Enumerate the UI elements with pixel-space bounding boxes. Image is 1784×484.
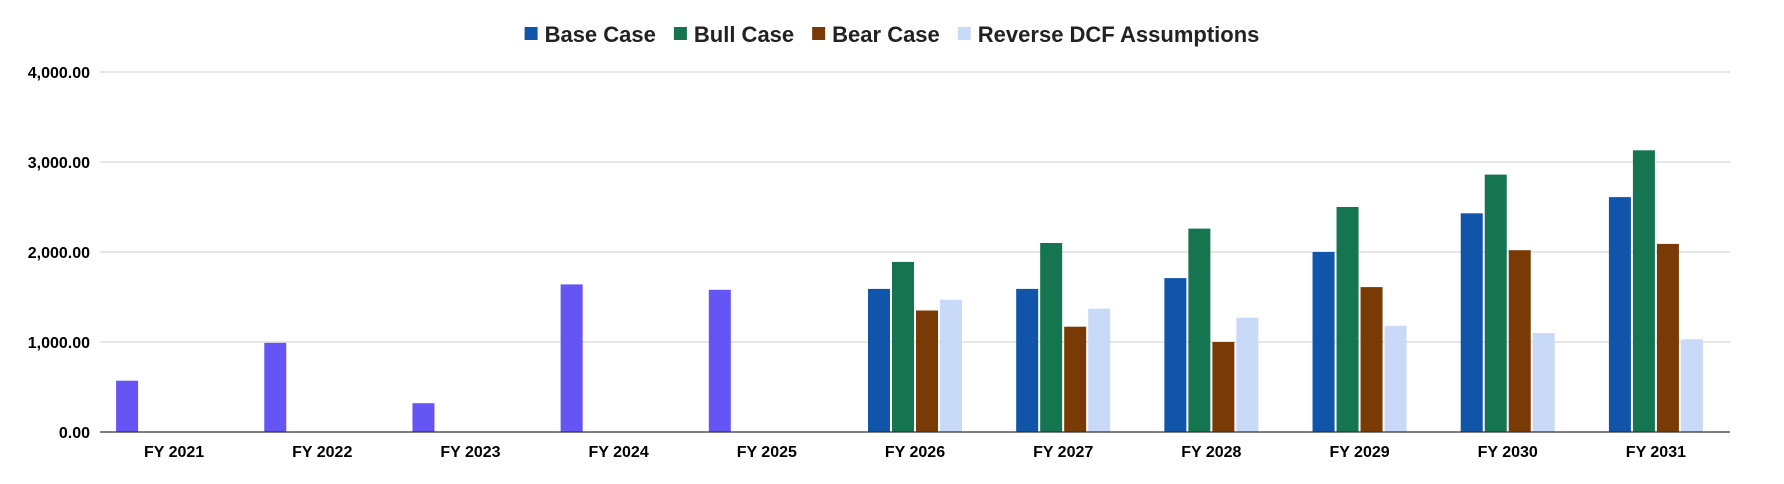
legend-swatch (957, 27, 971, 40)
y-tick-label: 2,000.00 (28, 245, 90, 262)
x-tick-label: FY 2027 (1033, 444, 1093, 461)
y-axis-tick-labels: 0.00 1,000.00 2,000.00 3,000.00 4,000.00 (28, 65, 90, 442)
bar-historical-fy-2023 (412, 403, 435, 432)
bar-reverse-dcf-assumptions-fy-2027 (1088, 308, 1111, 432)
grid-lines (100, 71, 1730, 343)
y-tick-label: 3,000.00 (28, 155, 90, 172)
bar-historical-fy-2021 (116, 380, 139, 432)
bar-base-case-fy-2029 (1312, 252, 1335, 432)
y-tick-label: 1,000.00 (28, 335, 90, 352)
bars (116, 150, 1703, 433)
legend-swatch (673, 27, 687, 40)
bar-bear-case-fy-2031 (1656, 243, 1679, 432)
bar-bear-case-fy-2029 (1360, 287, 1383, 432)
legend-swatch (524, 27, 538, 40)
bar-bear-case-fy-2030 (1508, 250, 1531, 432)
x-tick-label: FY 2023 (440, 444, 500, 461)
legend-item-reverse-dcf-assumptions: Reverse DCF Assumptions (957, 22, 1260, 47)
x-tick-label: FY 2021 (144, 444, 204, 461)
x-tick-label: FY 2028 (1181, 444, 1241, 461)
legend-item-bear-case: Bear Case (812, 22, 940, 47)
x-tick-label: FY 2026 (885, 444, 945, 461)
x-tick-label: FY 2025 (737, 444, 797, 461)
x-tick-label: FY 2029 (1329, 444, 1389, 461)
bar-historical-fy-2024 (560, 284, 583, 432)
x-tick-label: FY 2031 (1626, 444, 1686, 461)
bar-base-case-fy-2030 (1460, 213, 1483, 432)
bar-reverse-dcf-assumptions-fy-2029 (1384, 325, 1407, 432)
bar-bull-case-fy-2027 (1040, 243, 1063, 432)
y-tick-label: 0.00 (59, 425, 90, 442)
x-tick-label: FY 2024 (589, 444, 649, 461)
bar-historical-fy-2025 (708, 289, 731, 432)
legend-item-base-case: Base Case (524, 22, 656, 47)
bar-base-case-fy-2026 (868, 288, 890, 432)
legend-label: Bull Case (694, 22, 794, 47)
bar-historical-fy-2022 (264, 342, 287, 432)
bar-base-case-fy-2027 (1016, 288, 1039, 432)
legend-item-bull-case: Bull Case (673, 22, 794, 47)
bar-bull-case-fy-2029 (1336, 207, 1359, 432)
bar-bull-case-fy-2031 (1632, 150, 1655, 433)
legend: Base Case Bull Case Bear Case Reverse DCF A… (524, 22, 1260, 47)
bar-bull-case-fy-2028 (1188, 228, 1211, 432)
legend-swatch (812, 27, 826, 40)
legend-label: Bear Case (832, 22, 940, 47)
bar-reverse-dcf-assumptions-fy-2028 (1236, 317, 1259, 432)
bar-base-case-fy-2028 (1164, 278, 1187, 432)
y-tick-label: 4,000.00 (28, 65, 90, 82)
bar-bull-case-fy-2026 (892, 261, 914, 432)
x-tick-label: FY 2030 (1478, 444, 1538, 461)
legend-label: Reverse DCF Assumptions (978, 22, 1260, 47)
bar-base-case-fy-2031 (1608, 197, 1631, 432)
bar-reverse-dcf-assumptions-fy-2030 (1532, 333, 1555, 432)
bar-bear-case-fy-2028 (1212, 342, 1235, 432)
bar-reverse-dcf-assumptions-fy-2026 (940, 299, 962, 432)
bar-bear-case-fy-2027 (1064, 326, 1087, 432)
x-axis-tick-labels: FY 2021 FY 2022 FY 2023 FY 2024 FY 2025 FY 20… (144, 444, 1686, 461)
bar-reverse-dcf-assumptions-fy-2031 (1680, 339, 1703, 432)
legend-label: Base Case (545, 22, 656, 47)
bar-bear-case-fy-2026 (916, 310, 938, 432)
x-tick-label: FY 2022 (292, 444, 352, 461)
bar-bull-case-fy-2030 (1484, 174, 1507, 432)
